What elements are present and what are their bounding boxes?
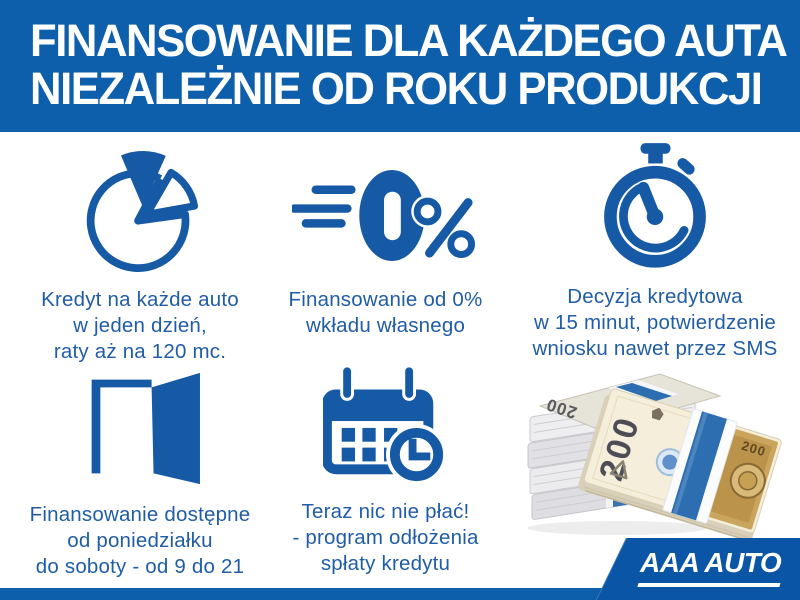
header-banner: FINANSOWANIE DLA KAŻDEGO AUTA NIEZALEŻNI… [0, 0, 800, 132]
caption-line: od poniedziałku [67, 529, 213, 552]
headline-line-1: FINANSOWANIE DLA KAŻDEGO AUTA [30, 15, 788, 66]
feature-credit-decision: Decyzja kredytowa w 15 minut, potwierdze… [513, 140, 797, 362]
feature-caption: Teraz nic nie płać! - program odłożenia … [258, 499, 513, 577]
caption-line: Finansowanie dostępne [29, 503, 251, 526]
aaa-auto-logo-plate: AAA AUTO [596, 538, 800, 600]
headline-line-2: NIEZALEŻNIE OD ROKU PRODUKCJI [30, 63, 763, 114]
caption-line: do soboty - od 9 do 21 [35, 555, 245, 578]
caption-line: wkładu własnego [305, 314, 466, 337]
aaa-auto-logo: AAA AUTO [640, 547, 782, 578]
pie-chart-icon [86, 150, 198, 272]
zero-percent-icon [291, 169, 475, 261]
banknote-value-text: 200 [740, 438, 768, 460]
caption-line: Teraz nic nie płać! [301, 500, 470, 523]
feature-caption: Decyzja kredytowa w 15 minut, potwierdze… [513, 284, 797, 362]
caption-line: wniosku nawet przez SMS [532, 337, 778, 360]
caption-line: Decyzja kredytowa [567, 285, 743, 308]
caption-line: spłaty kredytu [320, 552, 451, 575]
calendar-clock-icon [322, 364, 447, 486]
stopwatch-icon [604, 143, 706, 268]
money-stack-image: 200 200 200 [512, 356, 797, 542]
caption-line: w jeden dzień, [73, 314, 207, 337]
feature-caption: Finansowanie dostępne od poniedziałku do… [15, 502, 265, 580]
logo-underline [637, 583, 781, 587]
feature-zero-percent: Finansowanie od 0% wkładu własnego [258, 143, 513, 339]
caption-line: Kredyt na każde auto [41, 288, 239, 311]
feature-caption: Finansowanie od 0% wkładu własnego [258, 287, 513, 339]
caption-line: raty aż na 120 mc. [53, 340, 227, 363]
open-door-icon [91, 372, 200, 485]
caption-line: Finansowanie od 0% [288, 288, 483, 311]
banknote-stacks: 200 200 200 [527, 373, 782, 542]
feature-caption: Kredyt na każde auto w jeden dzień, raty… [15, 287, 265, 365]
feature-credit-every-car: Kredyt na każde auto w jeden dzień, raty… [15, 143, 265, 365]
feature-opening-hours: Finansowanie dostępne od poniedziałku do… [15, 358, 265, 580]
feature-deferred-payment: Teraz nic nie płać! - program odłożenia … [258, 355, 513, 577]
caption-line: w 15 minut, potwierdzenie [533, 311, 776, 334]
caption-line: - program odłożenia [292, 526, 479, 549]
